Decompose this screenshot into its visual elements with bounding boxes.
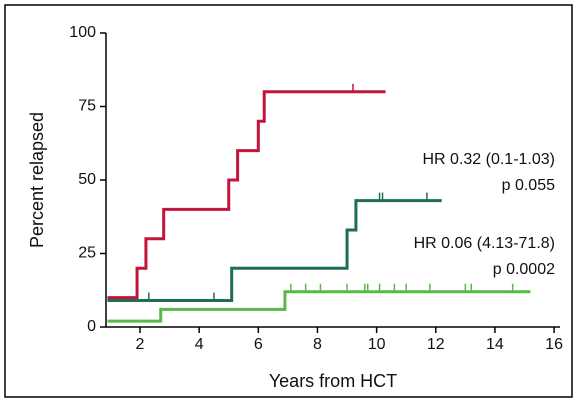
x-tick-label: 2 <box>136 336 145 353</box>
x-tick-label: 4 <box>195 336 204 353</box>
y-tick-label: 25 <box>78 245 96 262</box>
x-axis-label: Years from HCT <box>269 371 397 391</box>
step-line <box>107 290 531 323</box>
y-axis-label: Percent relapsed <box>27 112 47 248</box>
annotation: HR 0.32 (0.1-1.03) <box>422 151 555 168</box>
x-tick-label: 12 <box>427 336 445 353</box>
annotation: HR 0.06 (4.13-71.8) <box>414 235 555 252</box>
x-tick-label: 16 <box>545 336 563 353</box>
annotation: p 0.055 <box>502 177 555 194</box>
x-tick-label: 14 <box>486 336 504 353</box>
x-tick-label: 8 <box>313 336 322 353</box>
y-tick-label: 0 <box>87 318 96 335</box>
x-tick-label: 6 <box>254 336 263 353</box>
frame <box>4 4 573 398</box>
step-line <box>107 199 442 303</box>
y-tick-label: 100 <box>69 24 96 41</box>
y-tick-label: 75 <box>78 98 96 115</box>
y-tick-label: 50 <box>78 171 96 188</box>
step-line <box>107 90 386 300</box>
annotation: p 0.0002 <box>493 261 555 278</box>
x-tick-label: 10 <box>368 336 386 353</box>
